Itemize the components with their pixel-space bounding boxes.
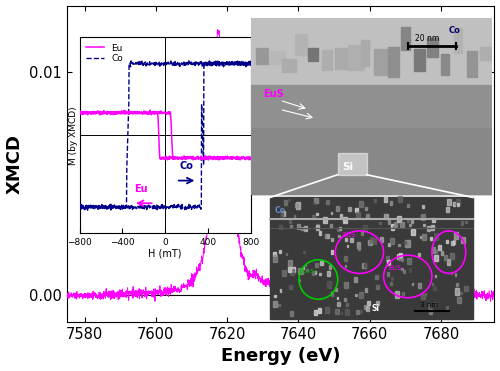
Text: $L_2$: $L_2$ bbox=[168, 46, 194, 72]
X-axis label: Energy (eV): Energy (eV) bbox=[221, 348, 340, 365]
Y-axis label: XMCD: XMCD bbox=[6, 134, 24, 194]
